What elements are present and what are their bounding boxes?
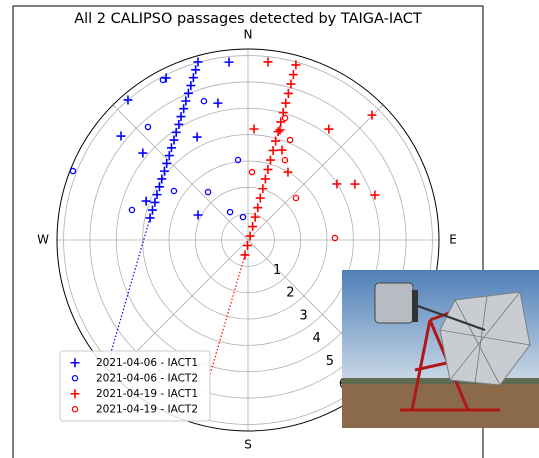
inset-photo xyxy=(342,270,539,428)
legend-label: 2021-04-06 - IACT1 xyxy=(96,357,198,369)
chart: All 2 CALIPSO passages detected by TAIGA… xyxy=(0,0,539,458)
r-tick-label: 3 xyxy=(299,308,307,323)
theta-tick-label: S xyxy=(244,438,252,452)
legend: 2021-04-06 - IACT1 2021-04-06 - IACT2 2021… xyxy=(60,351,210,421)
r-tick-label: 2 xyxy=(286,286,294,301)
r-tick-label: 1 xyxy=(273,263,281,278)
theta-tick-label: W xyxy=(37,233,49,247)
photo-trees xyxy=(342,378,539,384)
chart-title: All 2 CALIPSO passages detected by TAIGA… xyxy=(74,11,422,27)
legend-label: 2021-04-06 - IACT2 xyxy=(96,372,198,384)
legend-label: 2021-04-19 - IACT2 xyxy=(96,403,198,415)
theta-tick-label: N xyxy=(244,28,253,42)
r-tick-label: 5 xyxy=(326,354,334,369)
legend-label: 2021-04-19 - IACT1 xyxy=(96,388,198,400)
photo-ground xyxy=(342,382,539,428)
photo-camera xyxy=(375,283,413,323)
r-tick-label: 4 xyxy=(313,331,321,346)
theta-tick-label: E xyxy=(449,233,457,247)
